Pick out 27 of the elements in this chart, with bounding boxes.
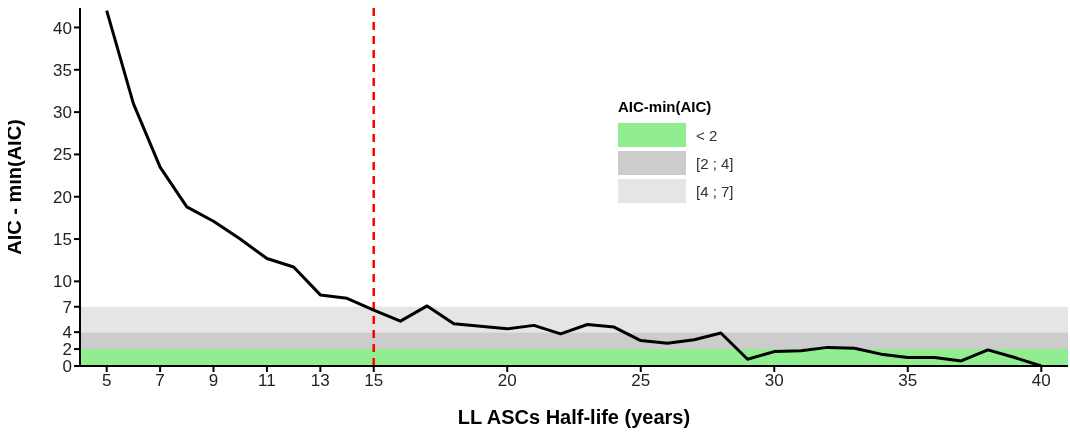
x-tick-label: 5 bbox=[101, 371, 112, 391]
y-tick-label: 7 bbox=[62, 297, 72, 317]
legend-label: [4 ; 7] bbox=[696, 182, 734, 200]
x-axis-title: LL ASCs Half-life (years) bbox=[457, 406, 691, 428]
x-tick-label: 15 bbox=[364, 371, 384, 391]
legend-label: < 2 bbox=[696, 126, 718, 144]
legend-title: AIC-min(AIC) bbox=[618, 98, 713, 115]
x-tick-label: 30 bbox=[764, 371, 784, 391]
x-tick-label: 20 bbox=[497, 371, 517, 391]
x-tick-label: 25 bbox=[631, 371, 651, 391]
y-tick-label: 2 bbox=[62, 340, 72, 360]
y-tick-label: 4 bbox=[62, 323, 72, 343]
y-tick-label: 0 bbox=[62, 357, 72, 377]
y-tick-label: 10 bbox=[53, 272, 72, 292]
legend-label: [2 ; 4] bbox=[696, 154, 734, 172]
y-tick-label: 30 bbox=[53, 103, 72, 123]
y-tick-label: 35 bbox=[53, 60, 72, 80]
x-tick-label: 13 bbox=[310, 371, 330, 391]
x-tick-label: 40 bbox=[1031, 371, 1051, 391]
y-tick-label: 40 bbox=[53, 18, 72, 38]
x-tick-label: 35 bbox=[898, 371, 918, 391]
y-tick-label: 15 bbox=[53, 230, 72, 250]
y-tick-label: 25 bbox=[53, 145, 72, 165]
x-tick-label: 11 bbox=[258, 371, 276, 391]
x-tick-label: 9 bbox=[208, 371, 219, 391]
y-tick-label: 20 bbox=[53, 187, 72, 207]
x-tick-label: 7 bbox=[155, 371, 165, 391]
